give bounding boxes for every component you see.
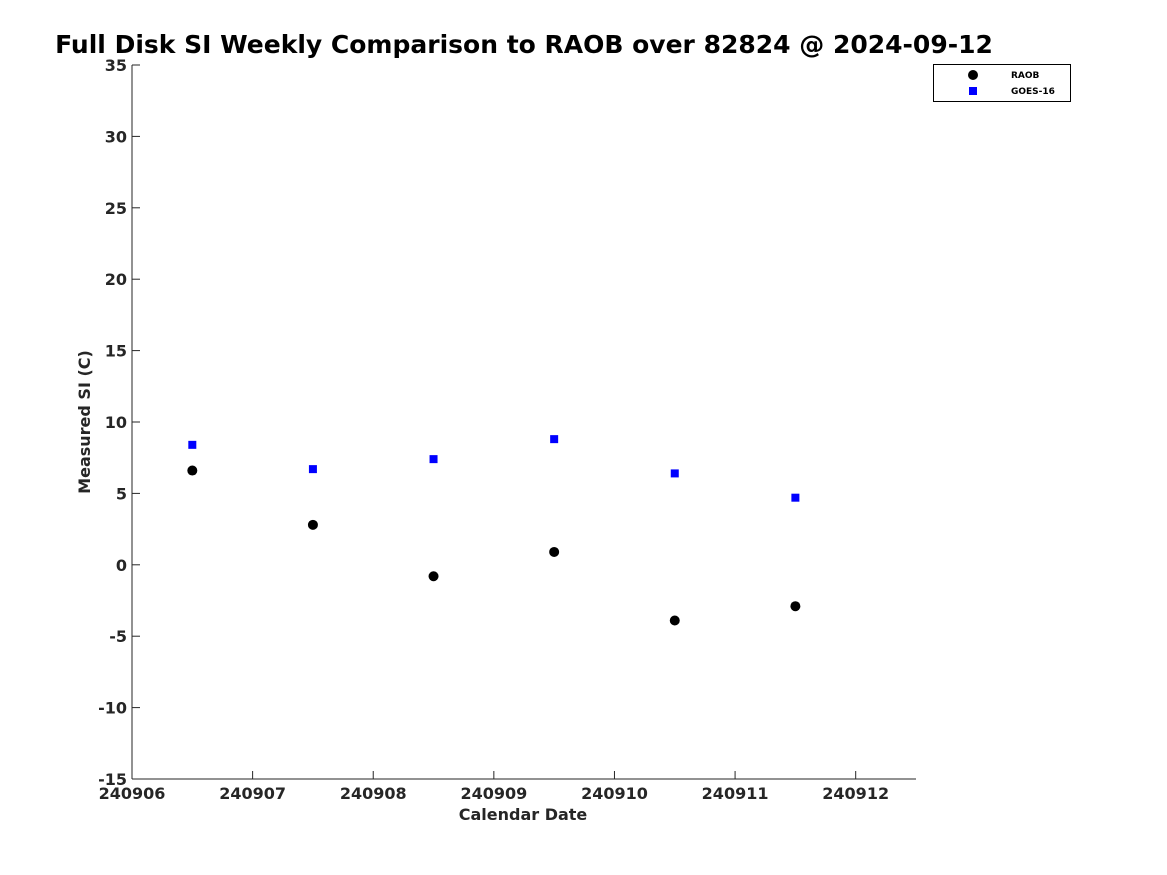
point-goes-16 bbox=[670, 469, 679, 478]
x-axis-ticks: 240906 240907 240908 240909 240910 240911 2409… bbox=[99, 771, 889, 803]
y-tick-label: 20 bbox=[105, 270, 127, 289]
y-tick-label: -10 bbox=[98, 699, 127, 718]
y-tick-label: 35 bbox=[105, 56, 127, 75]
legend-box bbox=[933, 64, 1071, 102]
point-goes-16 bbox=[188, 440, 197, 449]
y-tick-label: 10 bbox=[105, 413, 127, 432]
point-raob bbox=[307, 519, 318, 530]
y-tick-label: 5 bbox=[116, 484, 127, 503]
legend: RAOB GOES-16 bbox=[933, 64, 1071, 102]
point-raob bbox=[669, 615, 680, 626]
x-tick-label: 240907 bbox=[219, 784, 286, 803]
y-tick-label: 30 bbox=[105, 127, 127, 146]
legend-label-raob: RAOB bbox=[1011, 71, 1040, 81]
x-axis-label: Calendar Date bbox=[459, 805, 588, 824]
y-axis-label: Measured SI (C) bbox=[75, 350, 94, 494]
x-tick-label: 240909 bbox=[460, 784, 527, 803]
point-goes-16 bbox=[791, 493, 800, 502]
x-tick-label: 240912 bbox=[822, 784, 889, 803]
x-tick-label: 240910 bbox=[581, 784, 648, 803]
point-raob bbox=[790, 601, 801, 612]
y-tick-label: -15 bbox=[98, 770, 127, 789]
x-tick-label: 240908 bbox=[340, 784, 407, 803]
y-tick-label: 0 bbox=[116, 556, 127, 575]
legend-marker-raob bbox=[968, 70, 978, 80]
y-tick-label: 15 bbox=[105, 342, 127, 361]
point-raob bbox=[187, 465, 198, 476]
y-tick-label: -5 bbox=[109, 627, 127, 646]
data-points bbox=[187, 435, 801, 626]
legend-marker-goes16 bbox=[969, 87, 977, 95]
y-axis-ticks: -15 -10 -5 0 5 10 15 20 25 30 35 bbox=[98, 56, 140, 789]
point-goes-16 bbox=[550, 435, 559, 444]
y-tick-label: 25 bbox=[105, 199, 127, 218]
point-raob bbox=[428, 571, 439, 582]
point-raob bbox=[549, 546, 560, 557]
point-goes-16 bbox=[429, 455, 438, 464]
x-tick-label: 240911 bbox=[702, 784, 769, 803]
legend-label-goes16: GOES-16 bbox=[1011, 87, 1055, 97]
axes bbox=[131, 65, 916, 780]
point-goes-16 bbox=[308, 465, 317, 474]
x-tick-label: 240906 bbox=[99, 784, 166, 803]
chart-title: Full Disk SI Weekly Comparison to RAOB o… bbox=[55, 30, 993, 59]
